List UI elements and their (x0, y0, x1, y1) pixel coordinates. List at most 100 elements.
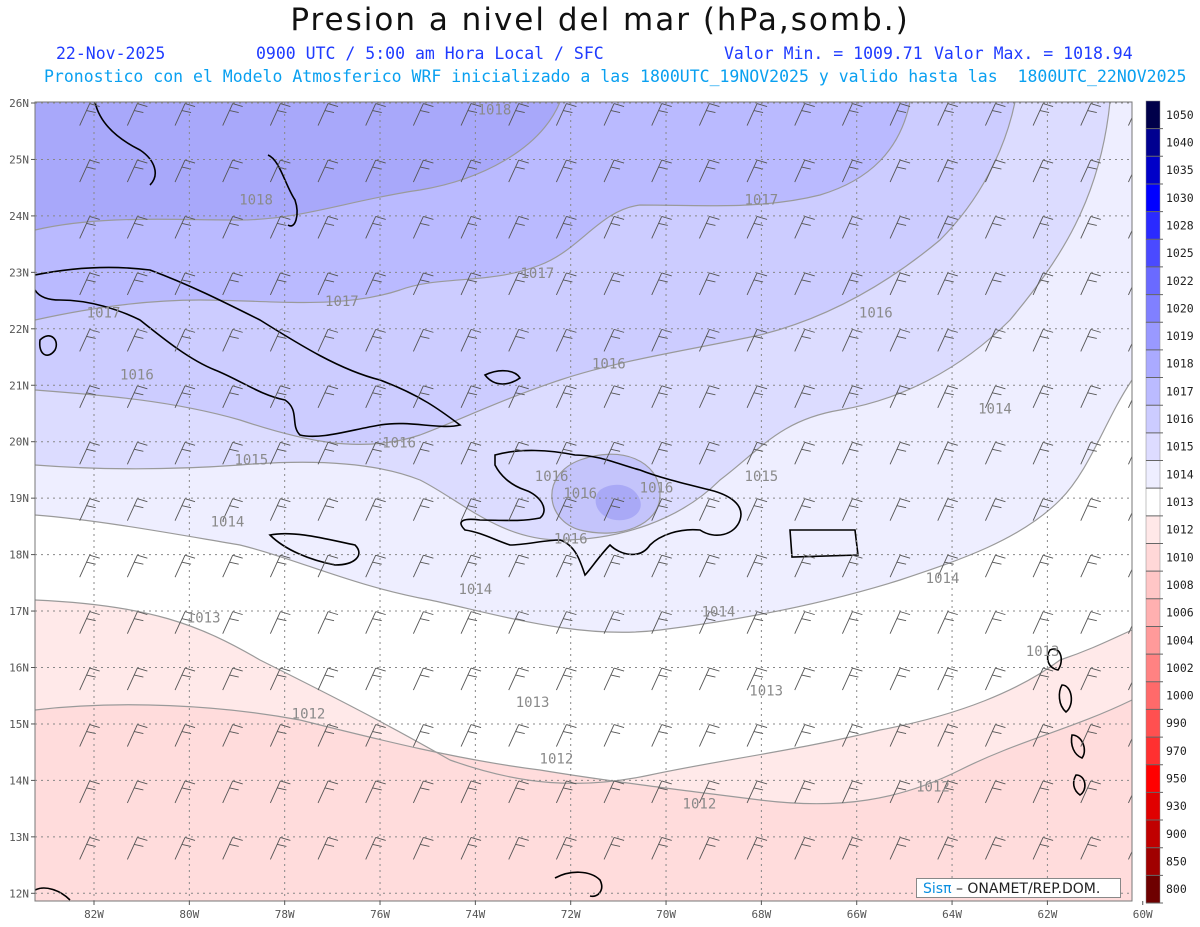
wind-barb (222, 216, 243, 239)
contour-label: 1014 (702, 605, 736, 621)
colorbar-label: 1013 (1166, 495, 1194, 509)
wind-barb (842, 780, 863, 804)
wind-barb (698, 216, 720, 239)
lat-tick-label: 17N (9, 605, 29, 618)
contour-label: 1017 (520, 266, 554, 282)
lon-tick-label: 68W (751, 908, 771, 921)
lat-tick-label: 22N (9, 323, 29, 336)
wind-barb (1080, 667, 1101, 691)
wind-barb (1128, 398, 1132, 409)
wind-barb (412, 328, 434, 352)
wind-barb (317, 328, 339, 352)
sisp-logo: Sisπ (923, 881, 952, 897)
wind-barb (1080, 554, 1101, 578)
contour-label: 1014 (926, 571, 960, 587)
wind-barb (126, 667, 148, 691)
contour-label: 1013 (516, 695, 550, 711)
contour-label: 1016 (535, 469, 569, 485)
colorbar-label: 1017 (1166, 384, 1194, 398)
lat-tick-label: 18N (9, 549, 29, 562)
wind-barb (460, 611, 482, 634)
wind-barb (269, 780, 291, 804)
wind-barb (460, 103, 482, 126)
wind-barb (1080, 272, 1101, 296)
colorbar-label: 1028 (1166, 218, 1194, 232)
date-label: 22-Nov-2025 (56, 44, 166, 63)
wind-barb (317, 272, 339, 296)
colorbar-label: 950 (1166, 772, 1187, 786)
wind-barb (889, 836, 911, 860)
model-info-label: Pronostico con el Modelo Atmosferico WRF… (44, 67, 1187, 86)
lat-tick-label: 23N (9, 266, 29, 279)
wind-barb (603, 836, 625, 860)
wind-barb (365, 498, 386, 521)
wind-barb (555, 780, 577, 804)
colorbar-swatch (1145, 736, 1161, 765)
wind-barb (79, 667, 100, 691)
wind-barb (269, 554, 291, 578)
wind-barb (317, 385, 339, 409)
wind-barb (126, 159, 148, 183)
wind-barb (269, 498, 291, 521)
wind-barb (603, 724, 625, 747)
wind-barb (1032, 272, 1054, 296)
wind-barb (222, 272, 243, 296)
wind-barb (222, 498, 243, 521)
lat-tick-label: 20N (9, 436, 29, 449)
colorbar-label: 1050 (1166, 108, 1194, 122)
colorbar-swatch (1145, 128, 1161, 157)
contour-label: 1018 (239, 193, 273, 209)
wind-barb (79, 498, 100, 521)
wind-barb (1128, 737, 1132, 747)
wind-barb (508, 611, 529, 634)
wind-barb (985, 724, 1006, 747)
wind-barb (698, 667, 720, 691)
wind-barb (269, 328, 291, 352)
wind-barb (126, 836, 148, 860)
wind-barb (1032, 328, 1054, 352)
wind-barb (889, 441, 911, 465)
wind-barb (222, 780, 243, 804)
contour-label: 1013 (1026, 644, 1060, 660)
wind-barb (842, 667, 863, 691)
colorbar-label: 900 (1166, 827, 1187, 841)
lat-lon-grid (35, 102, 1132, 901)
wind-barb (460, 385, 482, 409)
wind-barb (412, 216, 434, 239)
lat-tick-label: 25N (9, 153, 29, 166)
colorbar-label: 800 (1166, 882, 1187, 896)
wind-barb (79, 328, 100, 352)
wind-barb (937, 780, 958, 804)
contour-label: 1018 (478, 102, 512, 118)
contour-label: 1014 (211, 514, 245, 530)
wind-barb (794, 724, 815, 747)
colorbar-label: 1019 (1166, 329, 1194, 343)
wind-barb (1032, 385, 1054, 409)
wind-barb (174, 103, 196, 126)
wind-barb (746, 272, 768, 296)
contour-label: 1012 (683, 797, 717, 813)
wind-barb (842, 554, 863, 578)
contour-label: 1017 (87, 306, 121, 322)
wind-barb (746, 103, 768, 126)
lon-tick-label: 70W (656, 908, 676, 921)
wind-barb (1032, 216, 1054, 239)
wind-barb (126, 385, 148, 409)
wind-barb (126, 328, 148, 352)
wind-barb (842, 328, 863, 352)
wind-barb (222, 103, 243, 126)
lon-tick-label: 76W (370, 908, 390, 921)
wind-barb (460, 554, 482, 578)
wind-barb (79, 554, 100, 578)
lon-tick-label: 64W (942, 908, 962, 921)
colorbar-label: 1002 (1166, 661, 1194, 675)
colorbar-swatch (1145, 847, 1161, 876)
wind-barb (555, 103, 577, 126)
wind-barb (651, 780, 672, 804)
wind-barb (794, 554, 815, 578)
wind-barb (603, 554, 625, 578)
wind-barb (651, 554, 672, 578)
wind-barb (889, 385, 911, 409)
wind-barb (317, 554, 339, 578)
wind-barb (937, 216, 958, 239)
